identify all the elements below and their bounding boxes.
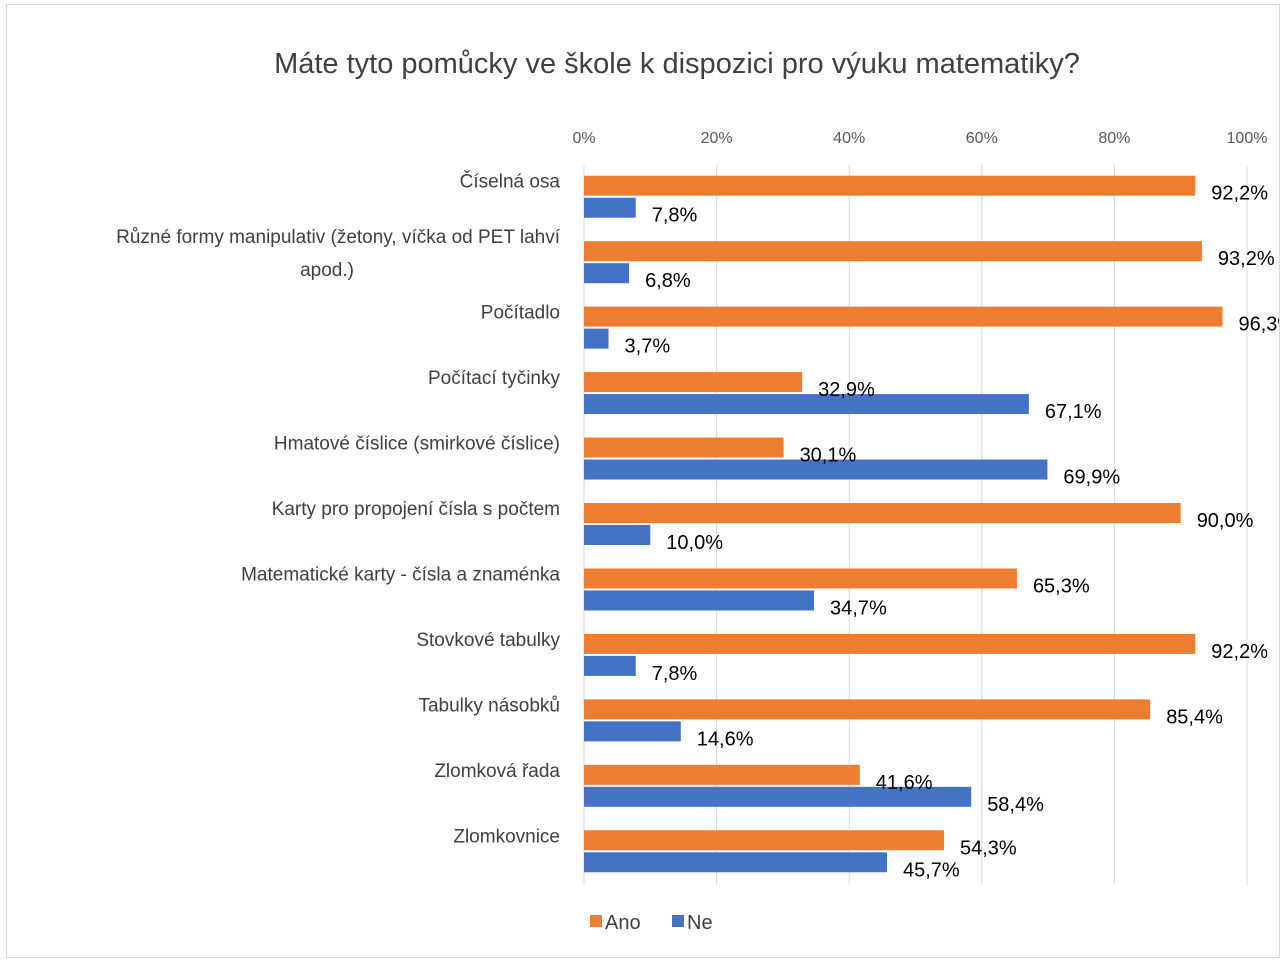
chart-frame: Máte tyto pomůcky ve škole k dispozici p… [6,4,1280,958]
legend: Ano Ne [590,912,713,934]
data-label: 65,3% [1033,575,1090,597]
category-label: Číselná osa [460,171,561,193]
data-label: 34,7% [830,597,887,619]
x-tick-label: 60% [966,130,998,147]
bar-ne [584,655,636,676]
chart-title: Máte tyto pomůcky ve škole k dispozici p… [274,48,1080,80]
bar-ano [584,241,1202,262]
data-label: 14,6% [697,728,754,750]
category-labels: Číselná osa Různé formy manipulativ (žeto… [116,171,561,848]
category-label: Tabulky násobků [418,695,560,716]
data-label: 58,4% [987,794,1044,816]
category-label: Počítadlo [481,303,560,324]
data-label: 90,0% [1197,510,1254,532]
bar-ano [584,568,1017,589]
data-label: 6,8% [645,270,691,292]
bar-ne [584,525,651,545]
data-label: 93,2% [1218,248,1275,270]
bar-ano [584,437,784,458]
data-label: 7,8% [652,205,698,227]
data-label: 7,8% [652,663,698,685]
bar-ne [584,721,681,742]
legend-swatch-ne [672,915,684,927]
data-label: 96,3% [1238,314,1279,336]
data-label: 32,9% [818,379,875,401]
bar-ne [584,459,1048,480]
category-label: apod.) [300,260,354,281]
data-label: 92,2% [1211,183,1268,205]
bar-ne [584,852,887,873]
category-label: Počítací tyčinky [428,368,560,389]
bar-ano [584,503,1181,523]
category-label: Matematické karty - čísla a znaménka [241,564,560,585]
x-tick-label: 80% [1098,130,1130,147]
bar-ano [584,633,1196,654]
bar-ano [584,830,945,851]
bar-ano [584,175,1196,196]
data-label: 69,9% [1063,467,1120,489]
x-tick-label: 0% [572,130,595,147]
data-label: 3,7% [625,336,671,358]
bar-ne [584,786,972,807]
legend-label: Ne [687,912,713,934]
x-tick-label: 20% [701,130,733,147]
data-label: 92,2% [1211,641,1268,663]
data-label: 10,0% [666,532,723,554]
data-labels: 92,2% 7,8% 93,2% 6,8% 96,3% 3,7% 32,9% 67,1% 30,… [625,183,1279,882]
data-label: 85,4% [1166,706,1223,728]
category-label: Stovkové tabulky [416,630,560,651]
bar-ne [584,394,1029,415]
category-label: Hmatové číslice (smirkové číslice) [274,434,560,455]
bar-ne [584,197,636,218]
bar-ne [584,590,815,611]
data-label: 30,1% [800,445,857,467]
bar-ano [584,306,1223,327]
legend-swatch-ano [590,915,602,927]
bar-ano [584,764,860,785]
category-label: Různé formy manipulativ (žetony, víčka o… [116,227,561,248]
bar-ne [584,263,630,284]
bars [584,175,1223,873]
bar-ano [584,372,803,393]
x-tick-label: 40% [833,130,865,147]
bar-ne [584,328,609,349]
data-label: 45,7% [903,859,960,881]
bar-chart: Máte tyto pomůcky ve škole k dispozici p… [116,48,1279,934]
data-label: 41,6% [876,772,933,794]
x-tick-label: 100% [1227,130,1268,147]
data-label: 54,3% [960,837,1017,859]
x-axis-ticks: 0% 20% 40% 60% 80% 100% [572,130,1267,147]
category-label: Zlomková řada [434,761,560,782]
category-label: Zlomkovnice [453,826,560,847]
category-label: Karty pro propojení čísla s počtem [272,499,560,520]
legend-label: Ano [605,912,641,934]
data-label: 67,1% [1045,401,1102,423]
bar-ano [584,699,1151,720]
